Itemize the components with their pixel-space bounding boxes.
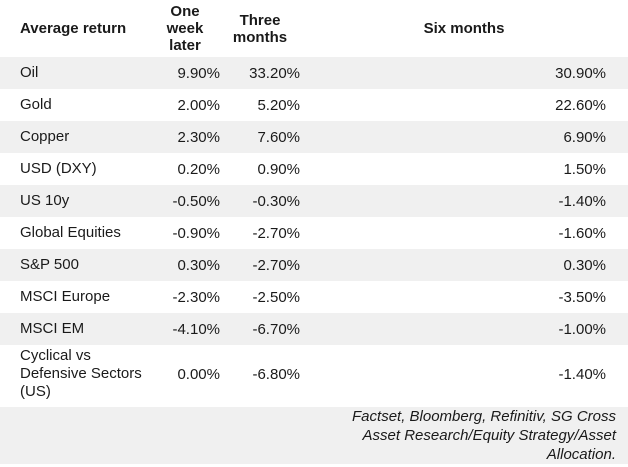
value-six-months: -1.40% <box>558 192 606 210</box>
value-six-months: -1.40% <box>558 365 606 383</box>
value-six-months: -3.50% <box>558 288 606 306</box>
value-three-months: 7.60% <box>257 128 300 146</box>
table-header: Average return One week later Three mont… <box>0 0 628 57</box>
row-label: Global Equities <box>20 224 121 241</box>
value-one-week: 2.00% <box>177 96 220 114</box>
value-three-months: -2.70% <box>252 256 300 274</box>
row-label: S&P 500 <box>20 256 79 273</box>
source-line: Allocation. <box>546 446 616 463</box>
value-one-week: 0.30% <box>177 256 220 274</box>
value-three-months: 33.20% <box>249 64 300 82</box>
value-one-week: 2.30% <box>177 128 220 146</box>
table-row: Copper 2.30% 7.60% 6.90% <box>0 121 628 153</box>
value-three-months: 5.20% <box>257 96 300 114</box>
value-one-week: -2.30% <box>172 288 220 306</box>
value-three-months: 0.90% <box>257 160 300 178</box>
value-three-months: -0.30% <box>252 192 300 210</box>
value-one-week: -4.10% <box>172 320 220 338</box>
table-row: Oil 9.90% 33.20% 30.90% <box>0 57 628 89</box>
source-line: Factset, Bloomberg, Refinitiv, SG Cross <box>352 408 616 425</box>
value-one-week: -0.90% <box>172 224 220 242</box>
source-attribution: Factset, Bloomberg, Refinitiv, SG Cross … <box>0 407 628 464</box>
header-six-months: Six months <box>423 20 505 37</box>
value-six-months: -1.60% <box>558 224 606 242</box>
table-row: US 10y -0.50% -0.30% -1.40% <box>0 185 628 217</box>
row-label: Cyclical vs Defensive Sectors (US) <box>20 347 142 400</box>
value-three-months: -6.70% <box>252 320 300 338</box>
value-one-week: 0.20% <box>177 160 220 178</box>
table-row: Gold 2.00% 5.20% 22.60% <box>0 89 628 121</box>
table-row: Global Equities -0.90% -2.70% -1.60% <box>0 217 628 249</box>
table-row: MSCI Europe -2.30% -2.50% -3.50% <box>0 281 628 313</box>
value-six-months: -1.00% <box>558 320 606 338</box>
header-average-return: Average return <box>20 19 127 37</box>
value-one-week: 0.00% <box>177 365 220 383</box>
table-row: USD (DXY) 0.20% 0.90% 1.50% <box>0 153 628 185</box>
value-one-week: -0.50% <box>172 192 220 210</box>
row-label: Copper <box>20 128 70 145</box>
value-three-months: -6.80% <box>252 365 300 383</box>
value-six-months: 1.50% <box>563 160 606 178</box>
row-label: MSCI Europe <box>20 288 111 305</box>
row-label: Gold <box>20 96 52 113</box>
value-six-months: 30.90% <box>555 64 606 82</box>
table-row: MSCI EM -4.10% -6.70% -1.00% <box>0 313 628 345</box>
value-six-months: 0.30% <box>563 256 606 274</box>
row-label: USD (DXY) <box>20 160 97 177</box>
header-one-week-later: One week later <box>166 3 204 54</box>
value-one-week: 9.90% <box>177 64 220 82</box>
value-six-months: 22.60% <box>555 96 606 114</box>
table-row: Cyclical vs Defensive Sectors (US) 0.00%… <box>0 345 628 403</box>
row-label: MSCI EM <box>20 320 85 337</box>
table-row: S&P 500 0.30% -2.70% 0.30% <box>0 249 628 281</box>
header-three-months: Three months <box>232 11 288 46</box>
row-label: US 10y <box>20 192 70 209</box>
value-three-months: -2.50% <box>252 288 300 306</box>
value-three-months: -2.70% <box>252 224 300 242</box>
source-line: Asset Research/Equity Strategy/Asset <box>362 427 616 444</box>
row-label: Oil <box>20 64 39 81</box>
value-six-months: 6.90% <box>563 128 606 146</box>
